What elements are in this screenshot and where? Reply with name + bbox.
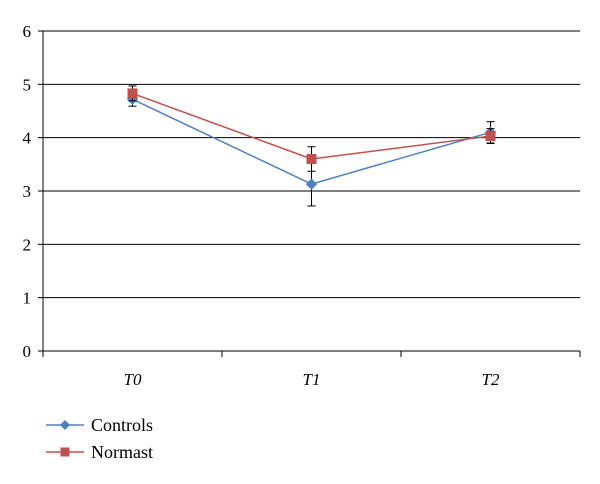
data-point [485, 131, 496, 142]
x-tick-label: T2 [482, 370, 500, 389]
x-tick-label: T0 [124, 370, 142, 389]
legend: Controls Normast [46, 415, 153, 462]
legend-marker [60, 447, 70, 457]
y-tick-label: 2 [23, 235, 32, 254]
legend-item-controls: Controls [46, 415, 153, 435]
legend-label: Normast [91, 442, 153, 462]
data-point [306, 154, 317, 164]
y-tick-label: 6 [23, 22, 32, 41]
data-point [127, 88, 138, 99]
legend-marker [60, 420, 70, 430]
y-tick-label: 5 [23, 75, 32, 94]
y-tick-label: 0 [23, 342, 32, 361]
data-point [305, 178, 318, 190]
series-normast [127, 85, 496, 172]
x-tick-label: T1 [303, 370, 321, 389]
y-tick-label: 3 [23, 182, 32, 201]
y-axis-ticks: 0 1 2 3 4 5 6 [23, 22, 43, 361]
x-axis-ticks: T0 T1 T2 [42, 351, 581, 389]
y-tick-label: 4 [23, 129, 32, 148]
y-tick-label: 1 [23, 289, 32, 308]
legend-label: Controls [91, 415, 153, 435]
series-layer [126, 85, 497, 207]
legend-item-normast: Normast [46, 442, 153, 462]
